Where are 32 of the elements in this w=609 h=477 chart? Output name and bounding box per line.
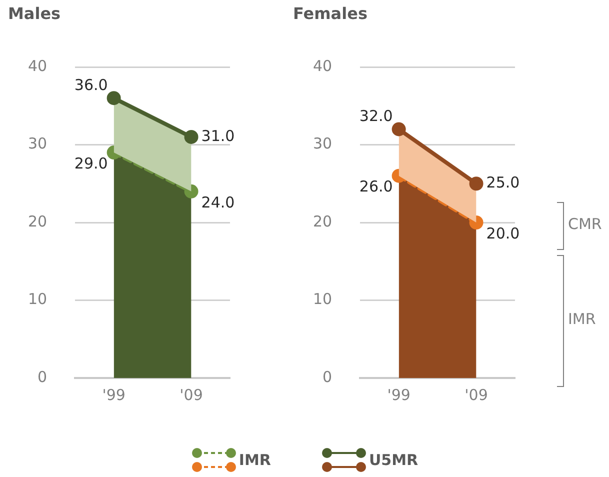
legend-label: U5MR <box>368 451 418 469</box>
y-tick-label: 40 <box>312 56 332 75</box>
y-tick-label: 40 <box>28 56 48 75</box>
y-tick-label: 10 <box>312 290 332 308</box>
x-tick-label: '09 <box>464 386 488 404</box>
point <box>106 91 121 106</box>
text: IMR <box>568 310 596 328</box>
point <box>469 176 484 191</box>
data-label: 31.0 <box>201 126 235 145</box>
y-tick-label: 10 <box>28 290 48 308</box>
data-label: 32.0 <box>359 107 393 126</box>
data-label: 36.0 <box>74 76 108 94</box>
y-tick-label: 20 <box>312 212 332 230</box>
data-label: 24.0 <box>201 193 235 212</box>
data-label: 20.0 <box>486 224 520 242</box>
y-tick-label: 30 <box>28 134 48 153</box>
x-tick-label: '09 <box>180 386 203 404</box>
legend-label: IMR <box>238 451 271 469</box>
y-tick-label: 0 <box>38 368 48 386</box>
y-tick-label: 20 <box>28 212 48 230</box>
point <box>392 122 406 136</box>
text: CMR <box>568 215 602 233</box>
y-tick-label: 0 <box>322 368 332 386</box>
x-tick-label: '99 <box>102 386 126 404</box>
data-label: 26.0 <box>359 178 393 196</box>
y-tick-label: 30 <box>312 134 332 153</box>
chart-title: Males <box>8 4 61 23</box>
point <box>184 130 198 144</box>
data-label: 29.0 <box>74 154 108 172</box>
x-tick-label: '99 <box>387 386 410 404</box>
data-label: 25.0 <box>486 174 520 192</box>
chart-title: Females <box>293 4 368 23</box>
